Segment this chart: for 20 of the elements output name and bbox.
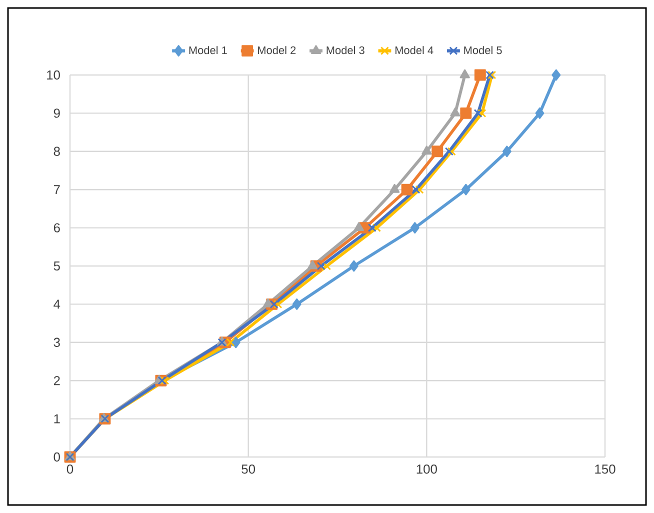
y-tick-label: 3	[54, 338, 60, 347]
legend-label: Model 3	[326, 46, 364, 54]
x-tick-label: 0	[66, 464, 74, 474]
legend-label: Model 2	[258, 46, 296, 54]
legend-label: Model 4	[396, 46, 434, 54]
y-tick-label: 7	[54, 185, 60, 194]
y-tick-label: 5	[54, 261, 60, 271]
y-tick-label: 0	[54, 452, 60, 462]
y-tick-label: 10	[47, 70, 60, 80]
legend-label: Model 1	[189, 46, 227, 54]
y-tick-label: 1	[54, 414, 60, 424]
y-tick-label: 2	[54, 376, 60, 386]
y-tick-label: 6	[54, 223, 60, 232]
x-tick-label: 50	[242, 464, 256, 474]
x-tick-label: 150	[595, 464, 616, 474]
y-tick-label: 8	[54, 146, 60, 156]
legend-label: Model 5	[464, 46, 502, 54]
y-tick-label: 9	[54, 108, 60, 118]
x-tick-label: 100	[416, 464, 437, 474]
y-tick-label: 4	[54, 300, 60, 309]
